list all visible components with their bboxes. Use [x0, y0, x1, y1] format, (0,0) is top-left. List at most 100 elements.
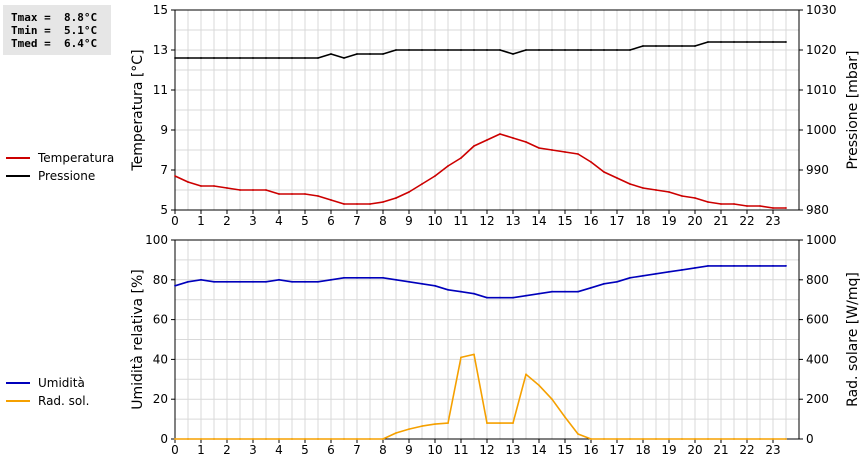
- data-point: [707, 438, 709, 440]
- data-point: [785, 41, 787, 43]
- data-point: [772, 41, 774, 43]
- data-point: [655, 189, 657, 191]
- data-point: [694, 267, 696, 269]
- data-point: [525, 141, 527, 143]
- x-tick-label: 1: [197, 214, 205, 228]
- data-point: [187, 181, 189, 183]
- data-point: [408, 280, 410, 283]
- data-point: [460, 157, 462, 159]
- data-point: [369, 438, 371, 440]
- x-tick-label: 20: [687, 443, 702, 457]
- x-tick-label: 17: [609, 214, 624, 228]
- data-point: [421, 183, 423, 185]
- x-tick-label: 5: [301, 443, 309, 457]
- data-point: [382, 53, 384, 55]
- data-point: [447, 49, 449, 51]
- data-point: [681, 195, 683, 197]
- y-left-tick-label: 60: [153, 313, 168, 327]
- data-point: [642, 274, 644, 277]
- data-point: [369, 203, 371, 205]
- x-tick-label: 22: [739, 214, 754, 228]
- y-left-tick-label: 13: [153, 43, 168, 57]
- y-left-tick-label: 7: [160, 163, 168, 177]
- data-point: [603, 49, 605, 51]
- data-point: [473, 145, 475, 147]
- data-point: [668, 270, 670, 273]
- data-point: [226, 438, 228, 440]
- data-point: [187, 438, 189, 440]
- data-point: [239, 189, 241, 191]
- data-point: [278, 438, 280, 440]
- data-point: [746, 438, 748, 440]
- y-right-tick-label: 800: [806, 273, 829, 287]
- data-point: [616, 49, 618, 51]
- x-tick-label: 10: [427, 443, 442, 457]
- data-point: [356, 203, 358, 205]
- data-point: [395, 49, 397, 51]
- data-point: [473, 49, 475, 51]
- x-tick-label: 8: [379, 214, 387, 228]
- data-point: [499, 296, 501, 299]
- data-point: [239, 438, 241, 440]
- data-point: [785, 265, 787, 267]
- data-point: [226, 187, 228, 189]
- data-point: [564, 151, 566, 153]
- series-line-umidit-: [174, 265, 786, 299]
- data-point: [681, 269, 683, 271]
- data-point: [707, 265, 709, 267]
- data-point: [746, 205, 748, 207]
- data-point: [278, 278, 280, 281]
- x-tick-label: 2: [223, 214, 231, 228]
- y-left-axis-title: Temperatura [°C]: [130, 49, 146, 171]
- data-point: [369, 276, 371, 279]
- x-tick-label: 17: [609, 443, 624, 457]
- data-point: [395, 278, 397, 281]
- x-tick-label: 2: [223, 443, 231, 457]
- data-point: [174, 438, 176, 440]
- data-point: [564, 416, 566, 418]
- data-point: [291, 438, 293, 440]
- data-point: [213, 185, 215, 187]
- x-tick-label: 9: [405, 214, 413, 228]
- data-point: [499, 133, 501, 135]
- data-point: [759, 41, 761, 43]
- data-point: [499, 422, 501, 424]
- legend-label: Umidità: [38, 376, 85, 390]
- data-point: [252, 438, 254, 440]
- stats-box: Tmax = 8.8°C Tmin = 5.1°C Tmed = 6.4°C: [3, 5, 111, 55]
- data-point: [772, 265, 774, 267]
- x-tick-label: 8: [379, 443, 387, 457]
- data-point: [317, 195, 319, 197]
- data-point: [187, 57, 189, 59]
- y-right-axis-title: Rad. solare [W/mq]: [845, 272, 860, 407]
- data-point: [356, 276, 358, 279]
- data-point: [343, 57, 345, 59]
- data-point: [499, 49, 501, 51]
- data-point: [590, 161, 592, 163]
- data-point: [460, 356, 462, 359]
- data-point: [278, 57, 280, 59]
- x-tick-label: 21: [713, 214, 728, 228]
- data-point: [395, 432, 397, 434]
- data-point: [759, 205, 761, 207]
- data-point: [395, 197, 397, 199]
- data-point: [486, 139, 488, 141]
- data-point: [421, 282, 423, 285]
- y-left-tick-label: 100: [145, 233, 168, 247]
- data-point: [317, 280, 319, 283]
- data-point: [330, 438, 332, 440]
- data-point: [668, 438, 670, 440]
- data-point: [590, 49, 592, 51]
- data-point: [421, 425, 423, 427]
- data-point: [213, 57, 215, 59]
- data-point: [187, 280, 189, 283]
- data-point: [317, 57, 319, 59]
- y-right-tick-label: 1020: [806, 43, 837, 57]
- data-point: [330, 53, 332, 55]
- x-tick-label: 18: [635, 214, 650, 228]
- data-point: [200, 57, 202, 59]
- data-point: [317, 438, 319, 440]
- data-point: [551, 290, 553, 293]
- data-point: [629, 438, 631, 440]
- data-point: [304, 57, 306, 59]
